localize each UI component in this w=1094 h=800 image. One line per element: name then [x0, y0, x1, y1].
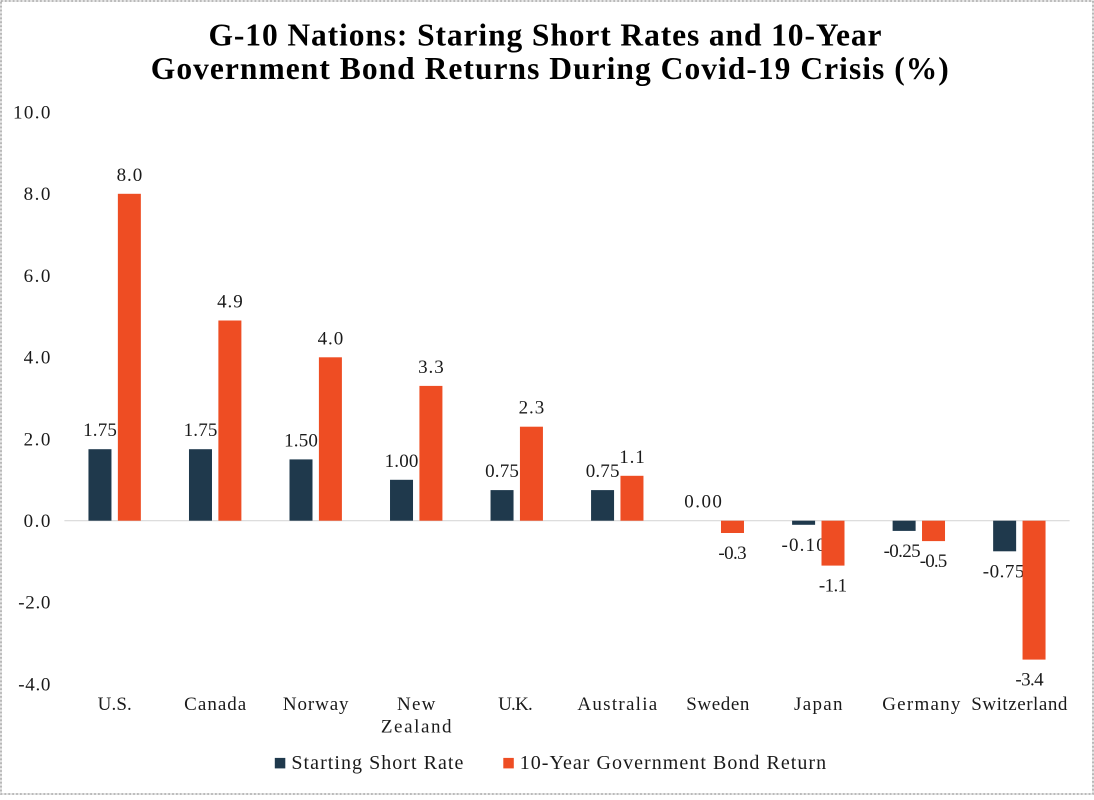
svg-text:Australia: Australia — [577, 694, 657, 715]
svg-text:4.0: 4.0 — [24, 348, 51, 369]
svg-text:-0.5: -0.5 — [920, 551, 948, 572]
svg-text:Germany: Germany — [882, 694, 961, 715]
svg-text:1.50: 1.50 — [284, 430, 318, 451]
svg-text:0.00: 0.00 — [684, 492, 722, 513]
svg-text:8.0: 8.0 — [117, 165, 143, 186]
svg-text:New: New — [397, 694, 436, 715]
svg-text:3.3: 3.3 — [418, 357, 444, 378]
svg-text:1.75: 1.75 — [83, 420, 117, 441]
svg-text:-4.0: -4.0 — [18, 674, 50, 695]
svg-text:-0.10: -0.10 — [782, 535, 826, 556]
svg-text:Japan: Japan — [794, 694, 843, 715]
svg-text:Switzerland: Switzerland — [971, 694, 1068, 715]
svg-text:0.75: 0.75 — [586, 461, 620, 482]
svg-text:8.0: 8.0 — [24, 184, 51, 205]
svg-text:U.K.: U.K. — [498, 694, 533, 715]
svg-text:6.0: 6.0 — [24, 266, 51, 287]
svg-text:Canada: Canada — [184, 694, 247, 715]
svg-text:1.1: 1.1 — [619, 447, 645, 468]
svg-text:Norway: Norway — [283, 694, 349, 715]
svg-text:Government Bond Returns During: Government Bond Returns During Covid-19 … — [151, 51, 949, 86]
svg-text:4.9: 4.9 — [217, 292, 243, 313]
svg-text:Starting Short Rate: Starting Short Rate — [291, 752, 463, 774]
svg-text:G-10 Nations: Staring Short Ra: G-10 Nations: Staring Short Rates and 10… — [209, 17, 882, 52]
svg-text:-0.75: -0.75 — [983, 561, 1025, 582]
svg-text:0.75: 0.75 — [485, 461, 519, 482]
svg-text:-3.4: -3.4 — [1015, 670, 1044, 691]
svg-text:-0.3: -0.3 — [718, 543, 746, 564]
svg-text:2.3: 2.3 — [519, 398, 545, 419]
svg-text:-1.1: -1.1 — [819, 576, 847, 597]
svg-text:2.0: 2.0 — [24, 429, 51, 450]
svg-text:10.0: 10.0 — [13, 102, 50, 123]
svg-text:10-Year Government Bond Return: 10-Year Government Bond Return — [520, 752, 826, 774]
svg-text:0.0: 0.0 — [24, 511, 51, 532]
svg-text:Sweden: Sweden — [686, 694, 750, 715]
svg-text:4.0: 4.0 — [318, 328, 344, 349]
svg-text:-0.25: -0.25 — [884, 541, 921, 562]
svg-text:1.75: 1.75 — [184, 420, 218, 441]
svg-text:U.S.: U.S. — [98, 694, 132, 715]
svg-text:1.00: 1.00 — [385, 451, 419, 472]
svg-text:-2.0: -2.0 — [18, 593, 50, 614]
svg-text:Zealand: Zealand — [381, 717, 452, 738]
